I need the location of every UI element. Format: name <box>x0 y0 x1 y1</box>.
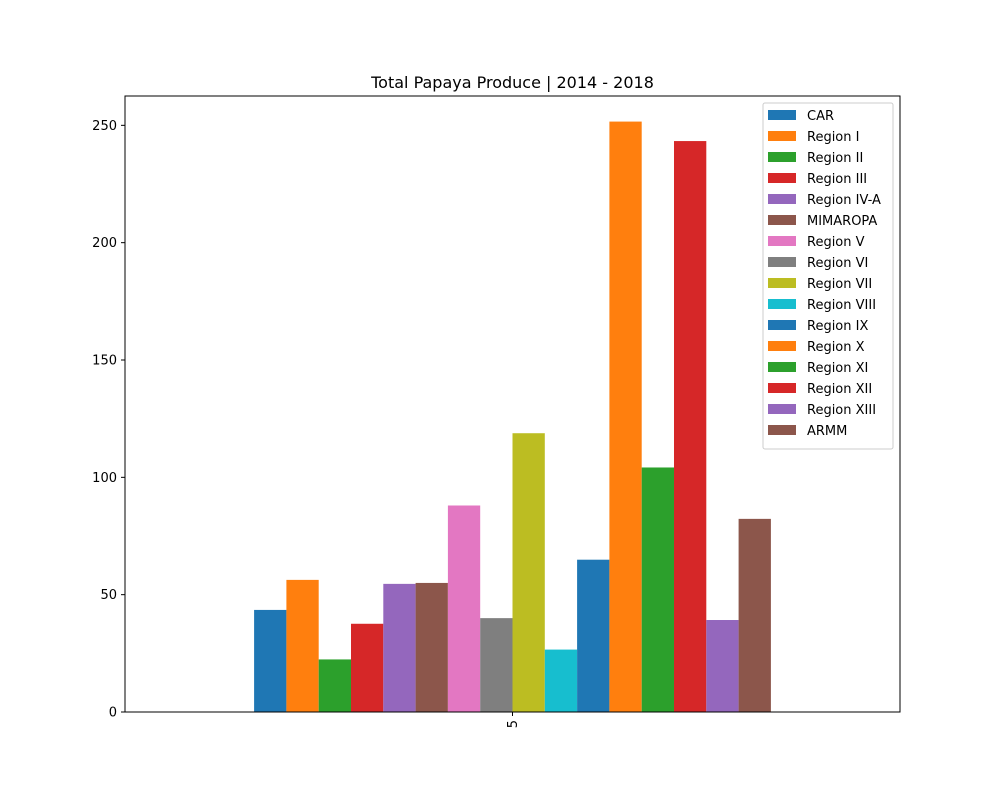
y-tick-label: 150 <box>92 354 117 369</box>
y-tick-label: 200 <box>92 236 117 251</box>
bar-region-ii <box>318 659 351 712</box>
y-tick-label: 100 <box>92 471 117 486</box>
legend: CAR Region I Region II Region III Region IV-… <box>762 102 894 450</box>
y-tick-label: 250 <box>92 119 117 134</box>
bar-region-i <box>286 579 319 712</box>
bar-region-iii <box>351 623 384 712</box>
legend-swatch <box>768 215 796 225</box>
legend-swatch <box>768 236 796 246</box>
x-axis: 5 <box>506 712 521 728</box>
bar-car <box>254 609 287 712</box>
bar-region-vi <box>480 618 513 712</box>
legend-label: Region V <box>807 235 865 250</box>
bar-mimaropa <box>415 582 448 712</box>
chart-title: Total Papaya Produce | 2014 - 2018 <box>370 73 654 92</box>
legend-swatch <box>768 341 796 351</box>
bar-region-xiii <box>706 620 739 712</box>
y-axis: 0 50 100 150 200 250 <box>92 119 125 721</box>
legend-swatch <box>768 110 796 120</box>
x-tick-label: 5 <box>506 720 521 728</box>
bar-region-xi <box>641 467 674 712</box>
bar-region-ix <box>577 559 610 712</box>
legend-label: Region XII <box>807 382 872 397</box>
legend-swatch <box>768 194 796 204</box>
legend-swatch <box>768 425 796 435</box>
legend-label: Region IV-A <box>807 193 881 208</box>
bar-region-xii <box>674 141 707 712</box>
bar-region-vii <box>512 433 545 712</box>
legend-swatch <box>768 278 796 288</box>
bar-region-viii <box>544 649 578 712</box>
y-tick-label: 0 <box>109 706 117 721</box>
legend-swatch <box>768 320 796 330</box>
legend-label: Region XI <box>807 361 868 376</box>
legend-label: Region X <box>807 340 865 355</box>
legend-swatch <box>768 257 796 267</box>
legend-label: CAR <box>807 109 834 124</box>
legend-label: Region IX <box>807 319 868 334</box>
legend-swatch <box>768 299 796 309</box>
bar-armm <box>738 518 771 712</box>
bar-region-iv-a <box>383 583 416 712</box>
legend-swatch <box>768 173 796 183</box>
legend-label: Region III <box>807 172 867 187</box>
legend-swatch <box>768 383 796 393</box>
legend-label: Region I <box>807 130 859 145</box>
legend-label: Region XIII <box>807 403 876 418</box>
bar-region-v <box>447 505 481 712</box>
legend-swatch <box>768 362 796 372</box>
legend-label: Region VIII <box>807 298 876 313</box>
bars-group <box>254 121 771 712</box>
legend-label: Region VII <box>807 277 872 292</box>
legend-swatch <box>768 131 796 141</box>
legend-label: ARMM <box>807 424 847 439</box>
bar-region-x <box>609 121 642 712</box>
legend-label: MIMAROPA <box>807 214 877 229</box>
legend-label: Region II <box>807 151 863 166</box>
legend-label: Region VI <box>807 256 868 271</box>
y-tick-label: 50 <box>100 588 117 603</box>
legend-swatch <box>768 404 796 414</box>
legend-swatch <box>768 152 796 162</box>
